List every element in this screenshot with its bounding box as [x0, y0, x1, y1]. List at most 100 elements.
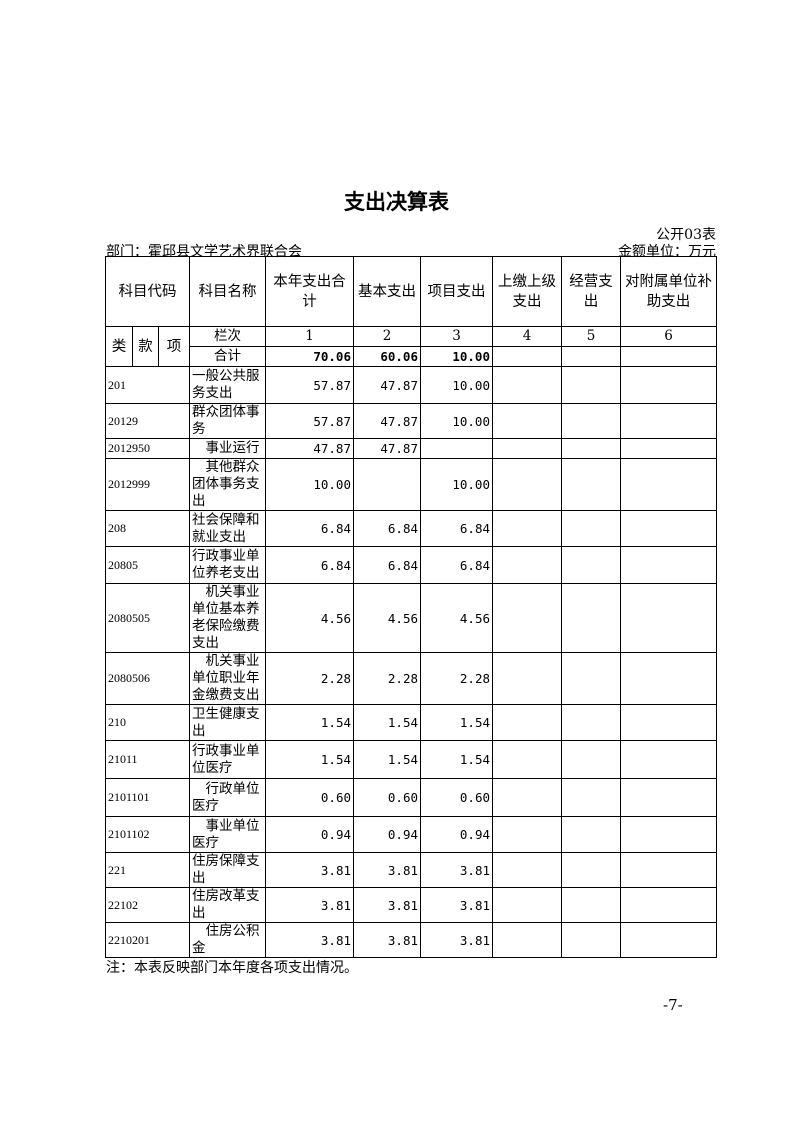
empty-cell [620, 816, 717, 853]
table-note: 注：本表反映部门本年度各项支出情况。 [106, 960, 358, 976]
subject-code: 22102 [105, 887, 190, 923]
header-upper: 上缴上级支出 [492, 256, 562, 327]
header-lei: 类 [105, 326, 133, 367]
subject-code: 2210201 [105, 922, 190, 958]
amount-basic: 1.54 [353, 740, 421, 779]
amount-project [420, 438, 493, 459]
col-number: 6 [620, 326, 717, 347]
amount-basic [353, 458, 421, 511]
empty-cell [492, 583, 562, 653]
header-operating: 经营支出 [561, 256, 621, 327]
empty-cell [492, 346, 562, 367]
amount-basic: 6.84 [353, 546, 421, 584]
table-row: 2012950 事业运行 47.87 47.87 [105, 438, 717, 459]
empty-cell [620, 403, 717, 439]
empty-cell [492, 852, 562, 888]
subject-name: 住房改革支出 [189, 887, 266, 923]
subject-code: 20129 [105, 403, 190, 439]
empty-cell [561, 922, 621, 958]
empty-cell [561, 852, 621, 888]
table-row: 208 社会保障和就业支出 6.84 6.84 6.84 [105, 510, 717, 547]
subject-code: 2080505 [105, 583, 190, 653]
subject-code: 2101102 [105, 816, 190, 853]
amount-project: 3.81 [420, 887, 493, 923]
empty-cell [492, 546, 562, 584]
empty-cell [620, 922, 717, 958]
header-project: 项目支出 [420, 256, 493, 327]
amount-total: 47.87 [265, 438, 354, 459]
col-number: 1 [265, 326, 354, 347]
empty-cell [561, 583, 621, 653]
table-row: 2210201 住房公积金 3.81 3.81 3.81 [105, 922, 717, 958]
empty-cell [620, 510, 717, 547]
amount-project: 3.81 [420, 852, 493, 888]
column-number-row: 类 款 项 栏次 1 2 3 4 5 6 [105, 326, 717, 367]
subject-code: 208 [105, 510, 190, 547]
table-row: 20129 群众团体事务 57.87 47.87 10.00 [105, 403, 717, 439]
amount-total: 1.54 [265, 740, 354, 779]
header-name: 科目名称 [189, 256, 266, 327]
amount-project: 0.94 [420, 816, 493, 853]
total-c2: 60.06 [353, 346, 421, 367]
amount-basic: 4.56 [353, 583, 421, 653]
empty-cell [492, 438, 562, 459]
amount-total: 0.94 [265, 816, 354, 853]
empty-cell [492, 652, 562, 705]
empty-cell [492, 922, 562, 958]
col-number: 3 [420, 326, 493, 347]
amount-project: 6.84 [420, 546, 493, 584]
subject-code: 210 [105, 704, 190, 741]
amount-basic: 47.87 [353, 403, 421, 439]
empty-cell [561, 346, 621, 367]
subject-name: 机关事业单位基本养老保险缴费支出 [189, 583, 266, 653]
subject-code: 201 [105, 366, 190, 404]
amount-basic: 6.84 [353, 510, 421, 547]
amount-total: 6.84 [265, 510, 354, 547]
subject-name: 行政单位医疗 [189, 778, 266, 817]
empty-cell [492, 704, 562, 741]
subject-name: 事业运行 [189, 438, 266, 459]
empty-cell [620, 778, 717, 817]
amount-project: 1.54 [420, 740, 493, 779]
page-title: 支出决算表 [344, 190, 449, 214]
empty-cell [561, 458, 621, 511]
empty-cell [561, 652, 621, 705]
table-row: 2101102 事业单位医疗 0.94 0.94 0.94 [105, 816, 717, 853]
amount-project: 3.81 [420, 922, 493, 958]
empty-cell [620, 346, 717, 367]
amount-project: 10.00 [420, 458, 493, 511]
col-number: 4 [492, 326, 562, 347]
total-c1: 70.06 [265, 346, 354, 367]
subject-code: 20805 [105, 546, 190, 584]
amount-basic: 2.28 [353, 652, 421, 705]
amount-total: 0.60 [265, 778, 354, 817]
form-number: 公开03表 [656, 227, 716, 243]
empty-cell [561, 778, 621, 817]
subject-name: 行政事业单位医疗 [189, 740, 266, 779]
amount-total: 57.87 [265, 366, 354, 404]
empty-cell [561, 887, 621, 923]
amount-total: 3.81 [265, 922, 354, 958]
empty-cell [561, 546, 621, 584]
empty-cell [561, 438, 621, 459]
header-kuan: 款 [132, 326, 159, 367]
header-code: 科目代码 [105, 256, 190, 327]
table-row: 2101101 行政单位医疗 0.60 0.60 0.60 [105, 778, 717, 817]
amount-total: 10.00 [265, 458, 354, 511]
empty-cell [620, 852, 717, 888]
empty-cell [492, 510, 562, 547]
amount-project: 4.56 [420, 583, 493, 653]
header-xiang: 项 [158, 326, 190, 367]
empty-cell [561, 510, 621, 547]
amount-basic: 1.54 [353, 704, 421, 741]
subject-code: 2012950 [105, 438, 190, 459]
subject-name: 群众团体事务 [189, 403, 266, 439]
table-row: 210 卫生健康支出 1.54 1.54 1.54 [105, 704, 717, 741]
amount-basic: 0.94 [353, 816, 421, 853]
header-basic: 基本支出 [353, 256, 421, 327]
subject-name: 住房公积金 [189, 922, 266, 958]
table-row: 22102 住房改革支出 3.81 3.81 3.81 [105, 887, 717, 923]
amount-total: 4.56 [265, 583, 354, 653]
total-row: 合计 70.06 60.06 10.00 [106, 346, 717, 367]
